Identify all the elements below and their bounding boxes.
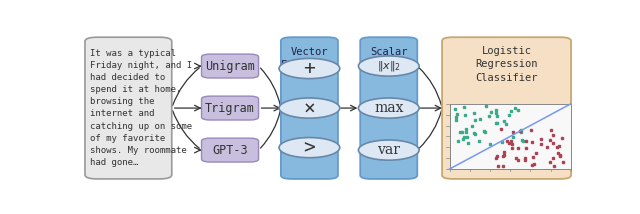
Text: $\Vert x \Vert_2$: $\Vert x \Vert_2$ bbox=[377, 59, 401, 73]
Text: Trigram: Trigram bbox=[205, 102, 255, 114]
Text: +: + bbox=[303, 59, 316, 78]
FancyBboxPatch shape bbox=[281, 37, 338, 179]
FancyBboxPatch shape bbox=[442, 37, 571, 179]
Text: Scalar
Functions: Scalar Functions bbox=[360, 47, 417, 70]
FancyBboxPatch shape bbox=[202, 138, 259, 162]
FancyBboxPatch shape bbox=[360, 37, 417, 179]
Text: max: max bbox=[374, 101, 403, 115]
Circle shape bbox=[358, 98, 419, 118]
Text: GPT-3: GPT-3 bbox=[212, 144, 248, 157]
FancyBboxPatch shape bbox=[202, 54, 259, 78]
Circle shape bbox=[358, 56, 419, 76]
Circle shape bbox=[279, 138, 340, 158]
Circle shape bbox=[279, 58, 340, 79]
FancyBboxPatch shape bbox=[202, 96, 259, 120]
Text: >: > bbox=[303, 138, 316, 157]
FancyBboxPatch shape bbox=[85, 37, 172, 179]
Text: ×: × bbox=[303, 99, 316, 117]
Circle shape bbox=[358, 140, 419, 160]
Text: Vector
Functions: Vector Functions bbox=[281, 47, 337, 70]
Text: Logistic
Regression
Classifier: Logistic Regression Classifier bbox=[476, 46, 538, 83]
FancyBboxPatch shape bbox=[449, 104, 571, 169]
Text: It was a typical
Friday night, and I
had decided to
spend it at home,
browsing t: It was a typical Friday night, and I had… bbox=[90, 49, 192, 167]
Text: Unigram: Unigram bbox=[205, 59, 255, 73]
Circle shape bbox=[279, 98, 340, 118]
Text: var: var bbox=[377, 143, 400, 157]
